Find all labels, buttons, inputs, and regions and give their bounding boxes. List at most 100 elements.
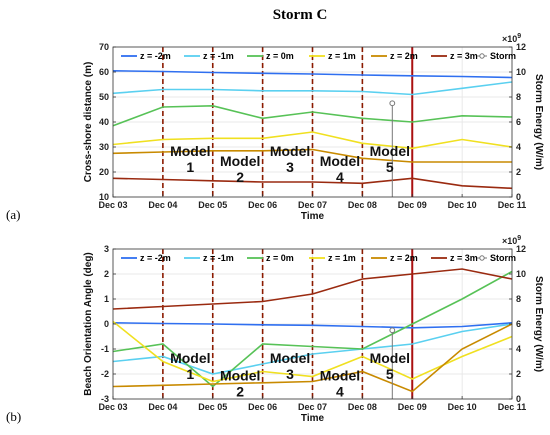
x-axis-label: Time: [301, 211, 325, 222]
x-tick-label: Dec 11: [498, 402, 527, 412]
y-axis-label: Beach Orientation Angle (deg): [83, 252, 94, 396]
y-tick-label: 70: [99, 42, 109, 52]
y-tick-label: 0: [104, 319, 109, 329]
series-line-z-3m: [112, 177, 513, 190]
storm-marker: [389, 100, 396, 107]
x-tick-label: Dec 08: [348, 200, 377, 210]
y2-exponent-power: 9: [517, 33, 521, 40]
series-line-z-2m: [112, 70, 513, 79]
legend-entry: z = -2m: [140, 51, 171, 61]
x-tick-label: Dec 09: [398, 200, 427, 210]
series-line-z-3m: [112, 268, 513, 310]
legend-entry: z = 3m: [450, 51, 478, 61]
series-line-z-1m: [112, 323, 513, 375]
legend: z = -2m z = -1m z = 0m z = 1m z = 2m z = 3m St…: [121, 253, 516, 263]
y-tick-label: 10: [99, 192, 109, 202]
figure-title: Storm C: [273, 7, 328, 23]
series-line-z-1m: [112, 131, 513, 150]
model-number: 4: [336, 383, 344, 399]
x-tick-label: Dec 03: [98, 402, 127, 412]
y2-tick-label: 8: [516, 294, 521, 304]
x-tick-label: Dec 10: [448, 200, 477, 210]
series-line-z-0m: [112, 104, 513, 127]
y2-tick-label: 10: [516, 67, 526, 77]
x-tick-label: Dec 06: [248, 402, 277, 412]
series-line-z-2m: [112, 148, 512, 163]
y2-exponent-label: ×109: [502, 33, 521, 44]
legend-entry-storm: Storm: [490, 51, 516, 61]
y-tick-label: -3: [101, 394, 109, 404]
y2-tick-label: 12: [516, 244, 526, 254]
model-number: 5: [386, 366, 394, 382]
model-label: Model: [320, 153, 360, 169]
model-number: 2: [236, 169, 244, 185]
y2-tick-label: 6: [516, 117, 521, 127]
y2-tick-label: 6: [516, 319, 521, 329]
model-number: 3: [286, 366, 294, 382]
model-label: Model: [220, 153, 260, 169]
model-number: 4: [336, 169, 344, 185]
y-tick-label: 20: [99, 167, 109, 177]
y-tick-label: 3: [104, 244, 109, 254]
panel-label: (b): [6, 409, 21, 424]
y2-axis-label: Storm Energy (W/m): [533, 74, 544, 170]
legend-entry: z = 1m: [328, 51, 356, 61]
legend-entry: z = -1m: [203, 253, 234, 263]
legend-entry: z = -2m: [140, 253, 171, 263]
model-label: Model: [270, 143, 310, 159]
y2-tick-label: 0: [516, 192, 521, 202]
x-tick-label: Dec 03: [98, 200, 127, 210]
series-line-z-1m: [112, 81, 513, 96]
x-tick-label: Dec 07: [298, 200, 327, 210]
model-label: Model: [370, 143, 410, 159]
legend-entry: z = 2m: [390, 253, 418, 263]
series-line-z-2m: [112, 323, 513, 393]
legend-entry: z = -1m: [203, 51, 234, 61]
legend-marker-storm: [479, 53, 485, 59]
y2-tick-label: 4: [516, 344, 521, 354]
model-label: Model: [320, 367, 360, 383]
x-tick-label: Dec 04: [148, 402, 177, 412]
x-tick-label: Dec 11: [498, 200, 527, 210]
x-axis-label: Time: [301, 413, 325, 424]
model-label: Model: [170, 350, 210, 366]
y-tick-label: -1: [101, 344, 109, 354]
y2-exponent-power: 9: [517, 235, 521, 242]
y2-exponent-label: ×109: [502, 235, 521, 246]
x-tick-label: Dec 05: [198, 402, 227, 412]
x-tick-label: Dec 04: [148, 200, 177, 210]
y2-tick-label: 10: [516, 269, 526, 279]
storm-marker: [389, 327, 396, 334]
y2-axis-label: Storm Energy (W/m): [533, 276, 544, 372]
legend-entry: z = 0m: [266, 253, 294, 263]
y-tick-label: 2: [104, 269, 109, 279]
x-tick-label: Dec 10: [448, 402, 477, 412]
legend-marker-storm: [479, 255, 485, 261]
series-line-z-0m: [112, 270, 513, 388]
x-tick-label: Dec 05: [198, 200, 227, 210]
legend-entry: z = 2m: [390, 51, 418, 61]
legend-entry: z = 0m: [266, 51, 294, 61]
y-tick-label: -2: [101, 369, 109, 379]
model-number: 1: [186, 159, 194, 175]
model-number: 2: [236, 383, 244, 399]
model-label: Model: [170, 143, 210, 159]
x-tick-label: Dec 08: [348, 402, 377, 412]
y-tick-label: 60: [99, 67, 109, 77]
legend-entry: z = 1m: [328, 253, 356, 263]
legend-entry-storm: Storm: [490, 253, 516, 263]
y2-tick-label: 12: [516, 42, 526, 52]
model-label: Model: [220, 367, 260, 383]
x-tick-label: Dec 07: [298, 402, 327, 412]
legend: z = -2m z = -1m z = 0m z = 1m z = 2m z = 3m St…: [121, 51, 516, 61]
model-label: Model: [270, 350, 310, 366]
model-number: 3: [286, 159, 294, 175]
y2-tick-label: 4: [516, 142, 521, 152]
y-axis-label: Cross-shore distance (m): [83, 62, 94, 183]
y2-tick-label: 2: [516, 369, 521, 379]
model-number: 5: [386, 159, 394, 175]
x-tick-label: Dec 09: [398, 402, 427, 412]
